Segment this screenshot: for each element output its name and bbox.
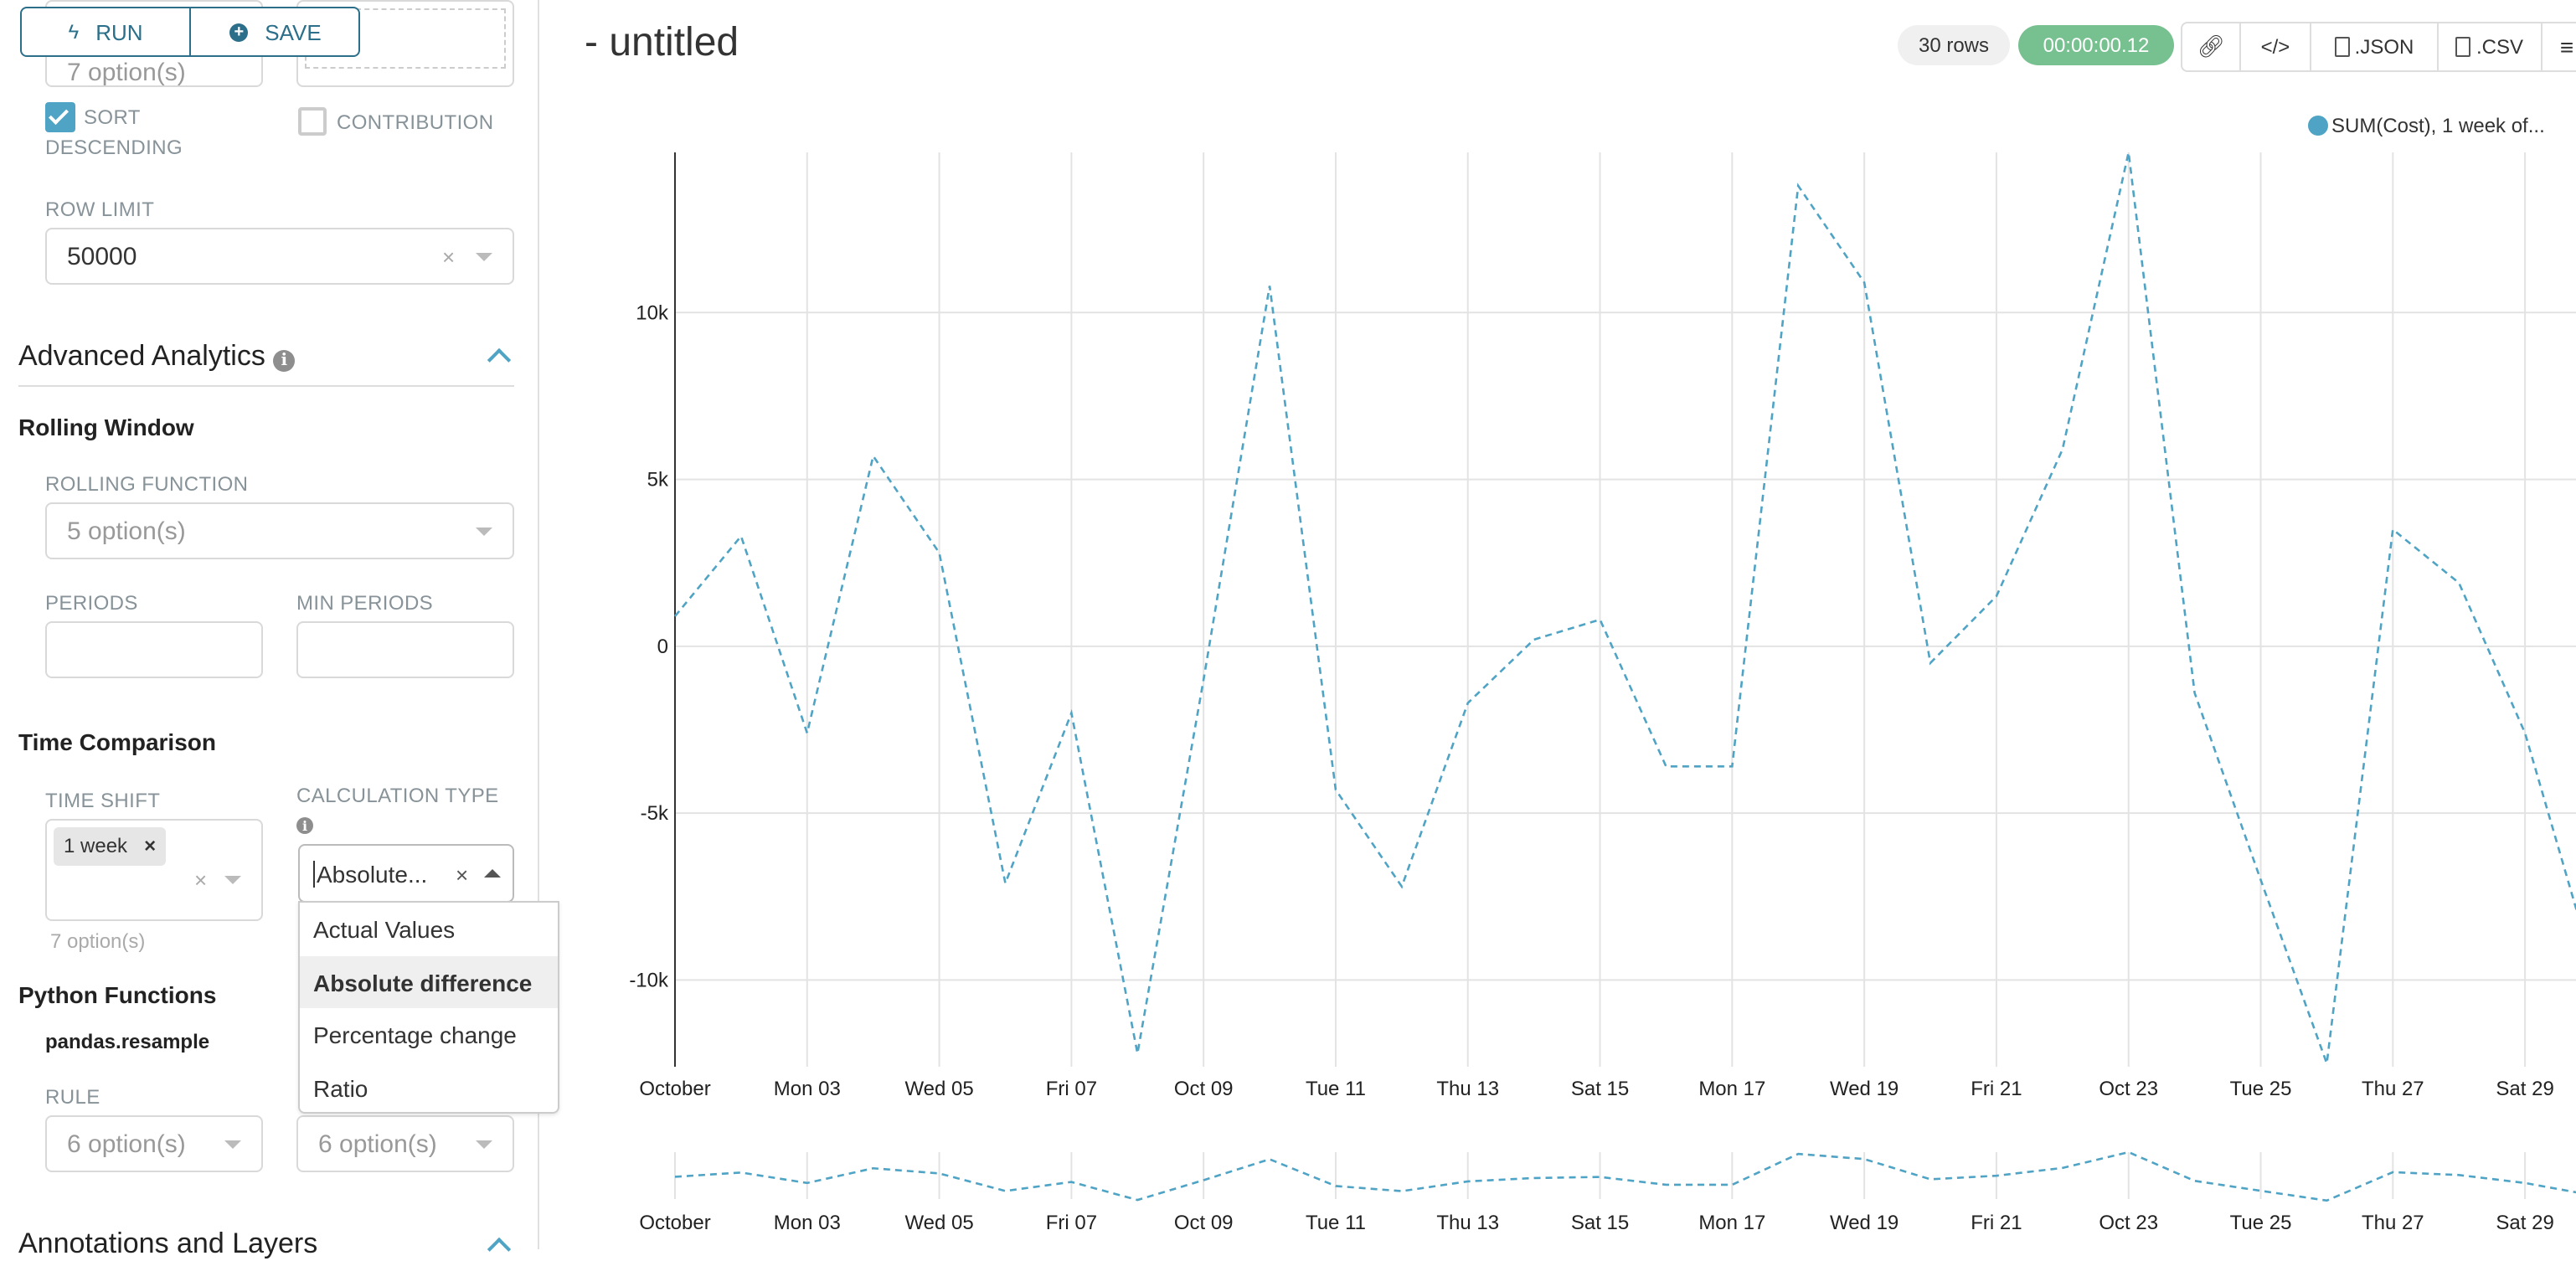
method-select[interactable]: 6 option(s) — [296, 1115, 514, 1172]
y-tick-label: -5k — [641, 802, 669, 825]
y-tick-label: 10k — [636, 301, 669, 324]
periods-input[interactable] — [45, 621, 263, 678]
code-icon: </> — [2261, 35, 2290, 59]
overview-x-tick-label: Sat 15 — [1571, 1212, 1629, 1234]
series-line — [675, 152, 2576, 1063]
overview-x-tick-label: Oct 09 — [1174, 1212, 1234, 1234]
row-limit-select[interactable]: 50000 × — [45, 228, 514, 285]
y-tick-label: -10k — [629, 969, 669, 991]
info-icon[interactable]: i — [296, 817, 313, 834]
x-tick-label: Thu 13 — [1436, 1078, 1499, 1100]
x-tick-label: Thu 27 — [2362, 1078, 2424, 1100]
line-chart: -10k -5k 0 5k 10k October October Mon 03 Mon 03 W… — [553, 134, 2576, 1249]
chevron-up-icon — [484, 869, 501, 878]
calc-option[interactable]: Percentage change — [300, 1008, 558, 1060]
chevron-down-icon — [476, 1140, 492, 1149]
x-tick-label: Tue 11 — [1306, 1078, 1366, 1100]
overview-x-tick-label: Wed 05 — [904, 1212, 973, 1234]
time-shift-select[interactable]: 1 week × × — [45, 819, 263, 921]
clear-icon[interactable]: × — [456, 862, 468, 888]
x-tick-label: Sat 29 — [2496, 1078, 2553, 1100]
overview-x-tick-label: Fri 21 — [1971, 1212, 2022, 1234]
calc-option[interactable]: Ratio — [300, 1061, 558, 1113]
overview-x-tick-label: Mon 03 — [774, 1212, 841, 1234]
contribution-checkbox[interactable] — [298, 107, 327, 136]
x-tick-label: Tue 25 — [2230, 1078, 2292, 1100]
divider — [18, 385, 514, 387]
x-tick-label: Sat 15 — [1571, 1078, 1629, 1100]
legend-dot-icon — [2308, 116, 2328, 136]
x-tick-label: Mon 17 — [1698, 1078, 1765, 1100]
overview-x-tick-label: Tue 11 — [1306, 1212, 1366, 1234]
chart-actions: 🔗︎ </> .JSON .CSV ≡ — [2181, 22, 2576, 72]
x-tick-label: Oct 09 — [1174, 1078, 1234, 1100]
x-tick-label: Oct 23 — [2099, 1078, 2158, 1100]
calc-option[interactable]: Absolute difference — [300, 955, 558, 1007]
x-tick-label: Wed 19 — [1830, 1078, 1899, 1100]
overview-x-tick-label: Wed 19 — [1830, 1212, 1899, 1234]
chevron-down-icon — [476, 253, 492, 261]
clear-icon[interactable]: × — [194, 867, 207, 893]
y-tick-label: 5k — [647, 469, 669, 492]
query-timer-badge: 00:00:00.12 — [2018, 25, 2174, 65]
link-icon: 🔗︎ — [2197, 33, 2224, 60]
chevron-down-icon — [476, 528, 492, 536]
chevron-down-icon — [224, 876, 241, 884]
overview-x-tick-label: Oct 23 — [2099, 1212, 2158, 1234]
plus-circle-icon: + — [229, 23, 248, 41]
advanced-analytics-header[interactable]: Advanced Analytics i — [18, 340, 295, 373]
overview-x-tick-label: Tue 25 — [2230, 1212, 2292, 1234]
overview-x-tick-label: Fri 07 — [1046, 1212, 1097, 1234]
x-tick-label: Mon 03 — [774, 1078, 841, 1100]
bolt-icon: ϟ — [68, 20, 79, 44]
export-json-button[interactable]: .JSON — [2310, 23, 2437, 70]
rolling-function-select[interactable]: 5 option(s) — [45, 502, 514, 559]
min-periods-input[interactable] — [296, 621, 514, 678]
check-icon — [49, 105, 69, 125]
overview-x-tick-label: Thu 13 — [1436, 1212, 1499, 1234]
x-tick-label: Fri 21 — [1971, 1078, 2022, 1100]
overview-x-tick-label: Sat 29 — [2496, 1212, 2553, 1234]
overview-x-tick-label: Mon 17 — [1698, 1212, 1765, 1234]
calculation-type-select[interactable]: Absolute... × — [298, 844, 514, 903]
x-tick-label: Fri 07 — [1046, 1078, 1097, 1100]
info-icon[interactable]: i — [273, 350, 295, 372]
remove-tag-icon[interactable]: × — [144, 834, 156, 857]
time-shift-tag: 1 week × — [54, 827, 166, 866]
calc-option[interactable]: Actual Values — [300, 903, 558, 955]
export-csv-button[interactable]: .CSV — [2437, 23, 2541, 70]
overview-x-tick-label: October — [639, 1212, 710, 1234]
overview-x-tick-label: Thu 27 — [2362, 1212, 2424, 1234]
file-text-icon — [2456, 37, 2471, 57]
embed-button[interactable]: </> — [2239, 23, 2310, 70]
chevron-down-icon — [224, 1140, 241, 1149]
clear-icon[interactable]: × — [442, 244, 455, 270]
y-tick-label: 0 — [657, 636, 668, 658]
collapse-icon[interactable] — [487, 348, 511, 372]
menu-button[interactable]: ≡ — [2541, 23, 2576, 70]
link-button[interactable]: 🔗︎ — [2182, 23, 2239, 70]
rule-select[interactable]: 6 option(s) — [45, 1115, 263, 1172]
row-count-badge: 30 rows — [1898, 25, 2010, 65]
save-button[interactable]: +SAVE — [191, 8, 360, 55]
overview-line — [675, 1152, 2576, 1201]
x-tick-label: Wed 05 — [904, 1078, 973, 1100]
x-tick-label: October — [639, 1078, 710, 1100]
annotations-header[interactable]: Annotations and Layers — [18, 1228, 317, 1261]
chart-title[interactable]: - untitled — [585, 20, 739, 67]
hamburger-icon: ≡ — [2560, 33, 2573, 60]
sort-descending-checkbox[interactable] — [45, 102, 75, 132]
file-code-icon — [2335, 37, 2350, 57]
